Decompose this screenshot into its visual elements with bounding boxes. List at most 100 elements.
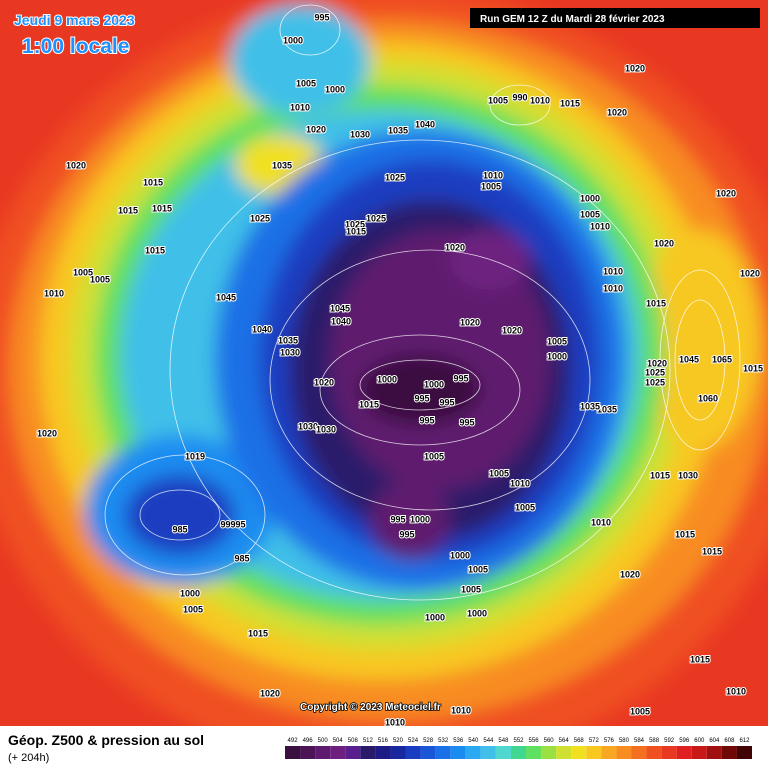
- isobar-label: 1020: [66, 160, 86, 170]
- footer-title: Géop. Z500 & pression au sol: [8, 732, 204, 748]
- legend-label: 580: [619, 738, 630, 744]
- legend-label: 604: [709, 738, 720, 744]
- legend-label: 552: [513, 738, 524, 744]
- legend-swatch: [691, 746, 707, 759]
- isobar-label: 1025: [385, 172, 405, 182]
- footer-lead: (+ 204h): [8, 752, 49, 764]
- isobar-label: 1000: [325, 84, 345, 94]
- isobar-label: 995: [314, 12, 329, 22]
- isobar-label: 995: [419, 415, 434, 425]
- date: Jeudi 9 mars 2023: [14, 12, 135, 28]
- isobar-label: 1010: [44, 288, 64, 298]
- color-legend: 492 496 500 504 508 512 516 520 524 528 532 536 540 5…: [285, 738, 752, 759]
- isobar-label: 1005: [90, 274, 110, 284]
- isobar-label: 1040: [331, 316, 351, 326]
- isobar-label: 1015: [152, 203, 172, 213]
- isobar-label: 1010: [603, 266, 623, 276]
- isobar-label: 1010: [385, 717, 405, 727]
- isobar-label: 1005: [468, 564, 488, 574]
- isobar-label: 1020: [647, 358, 667, 368]
- legend-swatch: [510, 746, 527, 759]
- isobar-label: 1020: [460, 317, 480, 327]
- isobar-label: 995: [459, 417, 474, 427]
- isobar-label: 1025: [645, 367, 665, 377]
- isobar-label: 1025: [345, 219, 365, 229]
- legend-label: 612: [739, 738, 750, 744]
- legend-swatch: [556, 746, 572, 759]
- isobar-label: 1030: [280, 347, 300, 357]
- legend-swatch: [541, 746, 557, 759]
- legend-swatch: [616, 746, 632, 759]
- isobar-label: 1015: [650, 470, 670, 480]
- isobar-label: 1015: [118, 205, 138, 215]
- isobar-label: 1005: [489, 468, 509, 478]
- isobar-label: 1005: [183, 604, 203, 614]
- legend-label: 532: [438, 738, 449, 744]
- isobar-label: 995: [399, 529, 414, 539]
- isobar-label: 1000: [180, 588, 200, 598]
- isobar-lines: [104, 4, 741, 601]
- isobar-label: 1005: [580, 209, 600, 219]
- legend-label: 524: [408, 738, 419, 744]
- legend-swatch: [405, 746, 421, 759]
- isobar-label: 1030: [298, 421, 318, 431]
- isobar-label: 1060: [698, 393, 718, 403]
- isobar-label: 1019: [185, 451, 205, 461]
- legend-swatch: [390, 746, 406, 759]
- legend-label: 492: [288, 738, 299, 744]
- isobar-label: 1015: [743, 363, 763, 373]
- isobar-label: 1040: [415, 119, 435, 129]
- isobar-label: 1020: [654, 238, 674, 248]
- legend-label: 512: [363, 738, 374, 744]
- isobar-label: 1035: [388, 125, 408, 135]
- isobar-label: 995: [453, 373, 468, 383]
- isobar-label: 1020: [607, 107, 627, 117]
- legend-swatch: [285, 746, 301, 759]
- isobar-label: 1025: [250, 213, 270, 223]
- isobar-label: 1010: [726, 686, 746, 696]
- legend-swatch: [330, 746, 346, 759]
- isobar-label: 995: [439, 397, 454, 407]
- isobar-label: 1000: [547, 351, 567, 361]
- isobar-label: 99995: [220, 519, 245, 529]
- isobar-label: 1020: [716, 188, 736, 198]
- isobar-label: 1045: [330, 303, 350, 313]
- legend-swatch: [646, 746, 662, 759]
- isobar-label: 1020: [314, 377, 334, 387]
- legend-label: 556: [529, 738, 540, 744]
- isobar-label: 1030: [678, 470, 698, 480]
- isobar-label: 1000: [450, 550, 470, 560]
- legend-swatch: [420, 746, 436, 759]
- legend-swatch: [706, 746, 722, 759]
- isobar-label: 1005: [488, 95, 508, 105]
- legend-label: 584: [634, 738, 645, 744]
- isobar-label: 1030: [316, 424, 336, 434]
- isobar-label: 1020: [620, 569, 640, 579]
- isobar-label: 1005: [547, 336, 567, 346]
- isobar-label: 1000: [283, 35, 303, 45]
- legend-swatch: [676, 746, 692, 759]
- isobar-label: 1045: [216, 292, 236, 302]
- isobar-label: 1020: [445, 242, 465, 252]
- isobar-label: 1035: [580, 401, 600, 411]
- legend-swatch: [375, 746, 391, 759]
- isobar-label: 1000: [467, 608, 487, 618]
- isobar-label: 1025: [366, 213, 386, 223]
- time: 1:00 locale: [22, 35, 129, 58]
- isobar-label: 1010: [603, 283, 623, 293]
- isobar-label: 985: [172, 524, 187, 534]
- legend-label: 600: [694, 738, 705, 744]
- isobar-label: 1005: [461, 584, 481, 594]
- isobar-label: 1020: [740, 268, 760, 278]
- isobar-label: 1010: [591, 517, 611, 527]
- legend-swatch: [736, 746, 752, 759]
- isobar-label: 1000: [377, 374, 397, 384]
- isobar-label: 1020: [37, 428, 57, 438]
- isobar-label: 1020: [260, 688, 280, 698]
- isobar-label: 1005: [424, 451, 444, 461]
- isobar-label: 1010: [510, 478, 530, 488]
- isobar-label: 1020: [625, 63, 645, 73]
- legend-label: 572: [589, 738, 600, 744]
